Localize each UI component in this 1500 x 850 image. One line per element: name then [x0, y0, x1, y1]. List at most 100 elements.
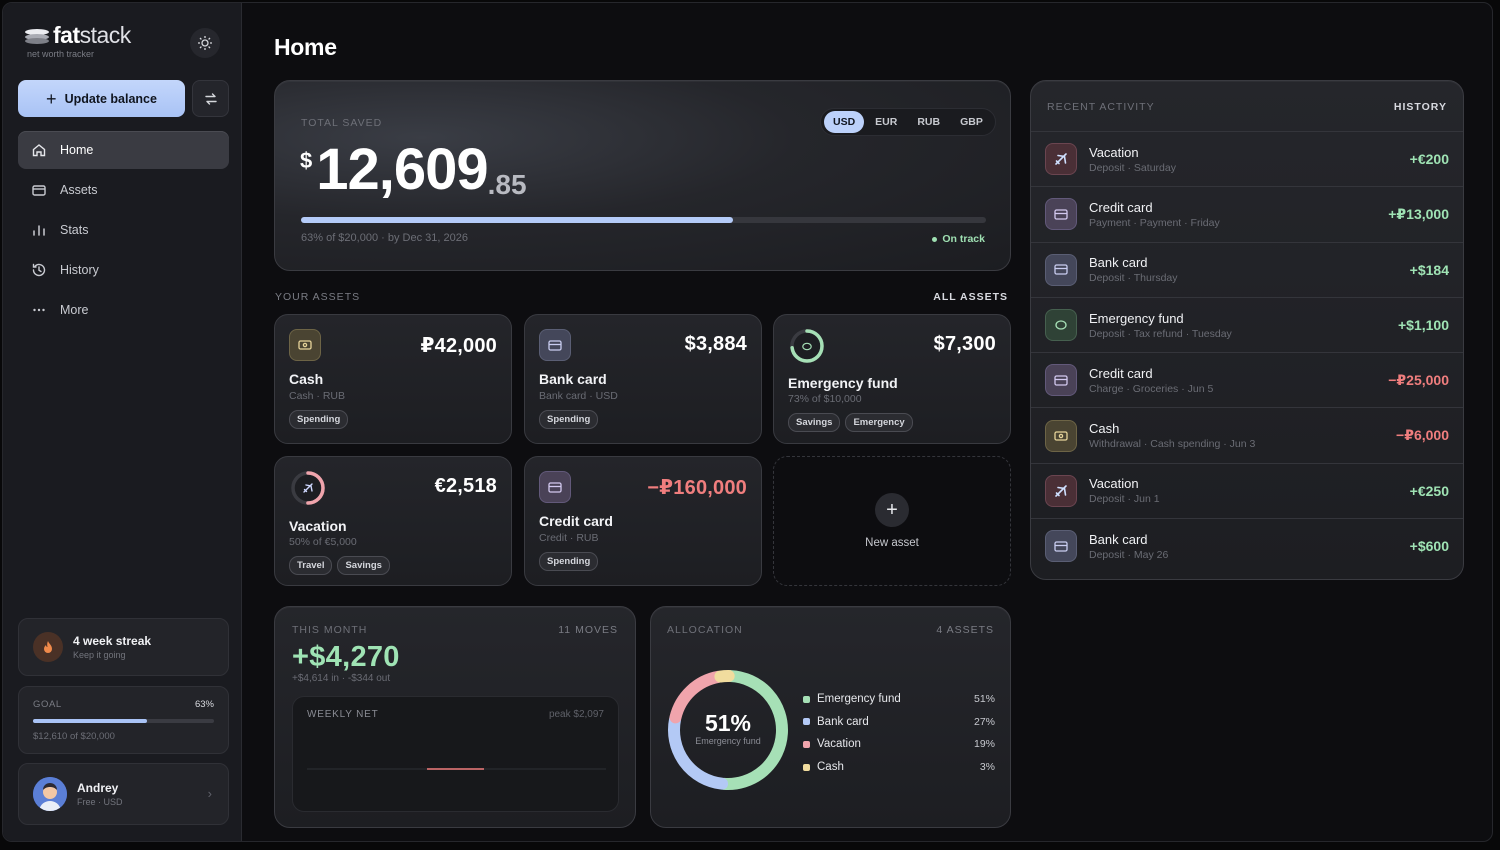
chevron-right-icon: › [207, 786, 212, 801]
activity-row[interactable]: Vacation Deposit · Jun 1 +€250 [1031, 462, 1463, 518]
streak-card[interactable]: 4 week streak Keep it going [18, 618, 229, 676]
donut-slice-vacation [669, 670, 725, 724]
currency-tab-usd[interactable]: USD [824, 111, 865, 133]
legend-item: Bank card 27% [803, 711, 995, 734]
goal-card[interactable]: GOAL 63% $12,610 of $20,000 [18, 686, 229, 754]
streak-title: 4 week streak [73, 634, 152, 648]
sun-icon [198, 36, 212, 50]
asset-value: €2,518 [434, 475, 497, 497]
activity-row[interactable]: Bank card Deposit · Thursday +$184 [1031, 241, 1463, 297]
activity-subtitle: Withdrawal · Cash spending · Jun 3 [1089, 438, 1256, 451]
asset-value: $3,884 [684, 333, 747, 355]
total-progress-bar [301, 217, 986, 223]
asset-card-emergency-fund[interactable]: $7,300 Emergency fund 73% of $10,000 Sav… [773, 314, 1011, 444]
sidebar-item-stats[interactable]: Stats [18, 211, 229, 249]
asset-value: ₽42,000 [420, 335, 497, 357]
asset-name: Bank card [539, 371, 607, 387]
total-currency-symbol: $ [300, 148, 313, 173]
theme-toggle-button[interactable] [190, 28, 220, 58]
currency-tab-rub[interactable]: RUB [917, 116, 941, 128]
activity-subtitle: Deposit · Saturday [1089, 161, 1176, 174]
asset-tag: Spending [289, 410, 349, 429]
allocation-card: ALLOCATION 4 ASSETS 51% Emergency fund E… [650, 606, 1011, 828]
card-icon [1045, 198, 1077, 231]
update-balance-label: Update balance [64, 91, 157, 106]
activity-amount: +$600 [1409, 538, 1449, 555]
piggy-icon [1045, 309, 1077, 342]
sidebar-item-label: More [60, 303, 89, 317]
currency-selector: USD EUR RUB GBP [820, 108, 996, 136]
sidebar-item-label: Assets [60, 183, 98, 197]
user-plan: Free · USD [77, 797, 123, 807]
activity-subtitle: Deposit · Thursday [1089, 272, 1178, 285]
weekly-peak: peak $2,097 [548, 709, 604, 720]
new-asset-label: New asset [865, 537, 919, 549]
currency-tab-eur[interactable]: EUR [875, 116, 898, 128]
sidebar-item-assets[interactable]: Assets [18, 171, 229, 209]
activity-amount: +€250 [1409, 482, 1449, 499]
activity-subtitle: Charge · Groceries · Jun 5 [1089, 382, 1214, 395]
bar-chart-icon [33, 225, 45, 236]
asset-subtitle: Bank card · USD [539, 390, 618, 402]
legend-swatch [803, 695, 810, 703]
avatar [33, 777, 67, 811]
plus-icon: + [875, 493, 909, 527]
activity-amount: +$1,100 [1398, 317, 1449, 334]
card-icon [1045, 364, 1077, 397]
this-month-card: THIS MONTH 11 MOVES +$4,270 +$4,614 in ·… [274, 606, 636, 828]
more-icon [33, 308, 45, 312]
legend-item: Cash 3% [803, 756, 995, 779]
legend-swatch [803, 763, 810, 771]
legend-swatch [803, 718, 810, 726]
sidebar-item-history[interactable]: History [18, 251, 229, 289]
asset-subtitle: 50% of €5,000 [289, 536, 357, 548]
asset-card-vacation[interactable]: €2,518 Vacation 50% of €5,000 Travel Sav… [274, 456, 512, 586]
sidebar-item-more[interactable]: More [18, 291, 229, 329]
asset-tag: Travel [289, 556, 333, 575]
asset-tag: Spending [539, 552, 599, 571]
logo[interactable]: fatstack net worth tracker [25, 22, 131, 59]
asset-value: −₽160,000 [647, 477, 747, 499]
asset-card-cash[interactable]: ₽42,000 Cash Cash · RUB Spending [274, 314, 512, 444]
activity-amount: −₽25,000 [1388, 371, 1449, 388]
currency-tab-gbp[interactable]: GBP [960, 116, 983, 128]
month-net-value: +$4,270 [292, 641, 400, 673]
page-title: Home [274, 34, 337, 60]
legend-item: Emergency fund 51% [803, 688, 995, 711]
activity-name: Credit card [1089, 199, 1153, 215]
sidebar-item-label: Home [60, 143, 94, 157]
asset-subtitle: Credit · RUB [539, 532, 599, 544]
activity-row[interactable]: Cash Withdrawal · Cash spending · Jun 3 −… [1031, 407, 1463, 462]
activity-row[interactable]: Credit card Charge · Groceries · Jun 5 −₽… [1031, 352, 1463, 407]
donut-slice-bank-card [668, 713, 729, 790]
cash-icon [289, 329, 321, 361]
new-asset-button[interactable]: + New asset [773, 456, 1011, 586]
card-icon [539, 329, 571, 361]
asset-name: Vacation [289, 518, 347, 534]
asset-card-credit-card[interactable]: −₽160,000 Credit card Credit · RUB Spend… [524, 456, 762, 586]
history-link[interactable]: HISTORY [1393, 101, 1447, 113]
total-amount: $ 12,609 .85 [300, 141, 527, 201]
wallet-icon [32, 185, 46, 196]
sidebar-item-label: Stats [60, 223, 89, 237]
asset-card-bank-card[interactable]: $3,884 Bank card Bank card · USD Spendin… [524, 314, 762, 444]
transfer-button[interactable] [192, 80, 229, 117]
activity-subtitle: Deposit · Jun 1 [1089, 493, 1160, 506]
flame-icon [33, 632, 63, 662]
activity-amount: +$184 [1409, 261, 1449, 278]
sidebar-item-home[interactable]: Home [18, 131, 229, 169]
asset-name: Emergency fund [788, 375, 898, 391]
update-balance-button[interactable]: + Update balance [18, 80, 185, 117]
all-assets-link[interactable]: ALL ASSETS [933, 291, 1008, 303]
activity-row[interactable]: Emergency fund Deposit · Tax refund · Tue… [1031, 296, 1463, 352]
activity-row[interactable]: Vacation Deposit · Saturday +€200 [1031, 131, 1463, 186]
activity-subtitle: Deposit · Tax refund · Tuesday [1089, 327, 1232, 340]
user-profile-card[interactable]: Andrey Free · USD › [18, 763, 229, 825]
weekly-label: WEEKLY NET [307, 709, 379, 720]
activity-row[interactable]: Bank card Deposit · May 26 +$600 [1031, 518, 1463, 573]
logo-tagline: net worth tracker [27, 49, 95, 59]
activity-row[interactable]: Credit card Payment · Payment · Friday +₽… [1031, 186, 1463, 241]
activity-name: Cash [1089, 421, 1120, 437]
cash-icon [1045, 419, 1077, 452]
